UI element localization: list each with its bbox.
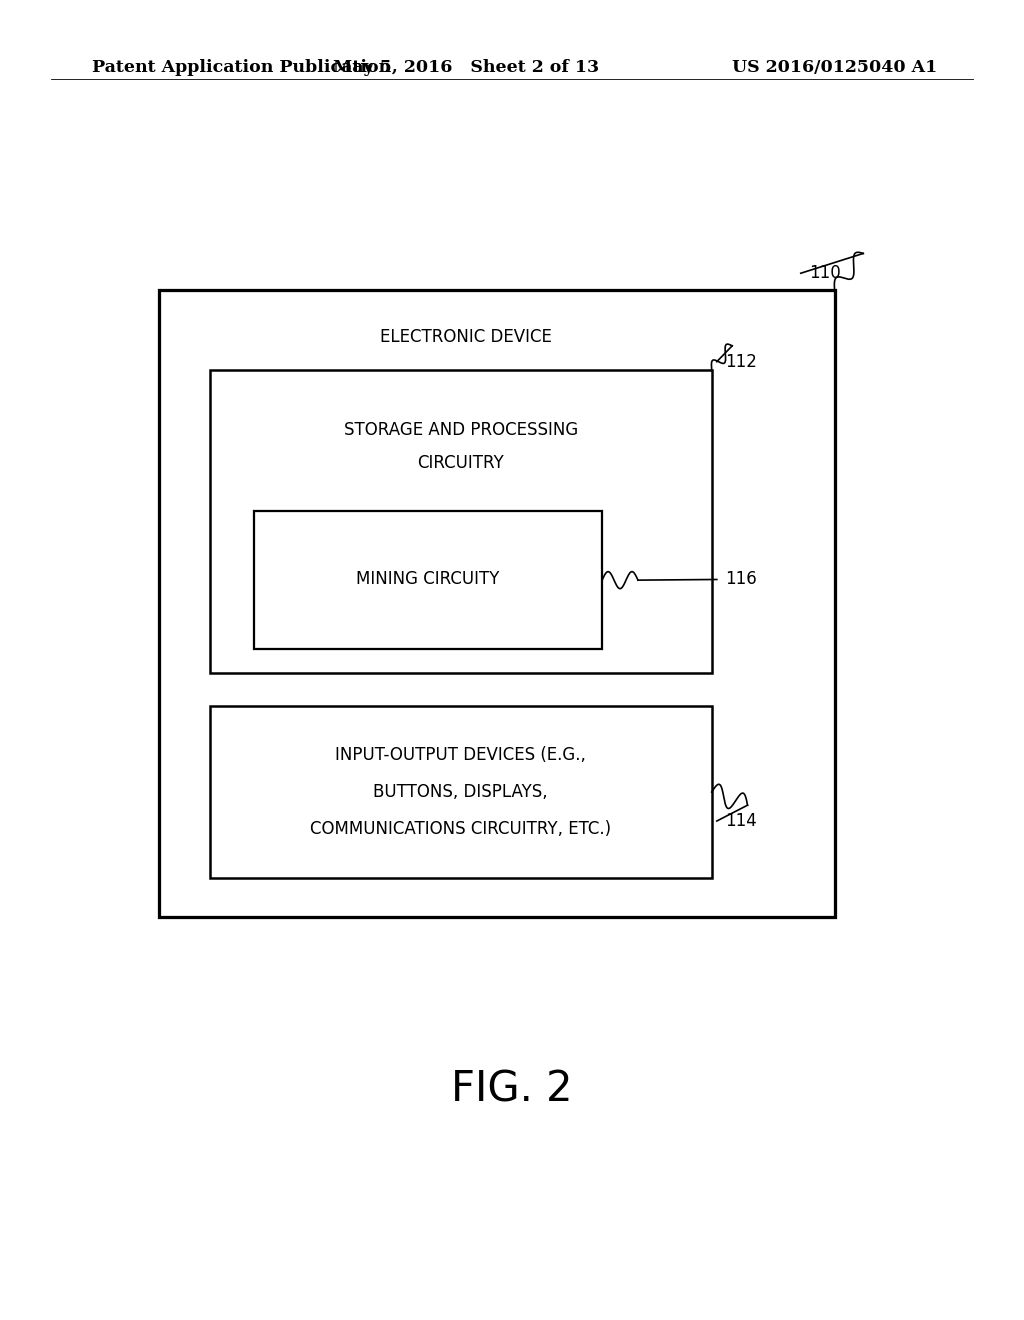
Bar	[210, 706, 712, 878]
Text: MINING CIRCUITY: MINING CIRCUITY	[356, 570, 500, 589]
Text: May 5, 2016   Sheet 2 of 13: May 5, 2016 Sheet 2 of 13	[333, 59, 599, 77]
Text: BUTTONS, DISPLAYS,: BUTTONS, DISPLAYS,	[374, 783, 548, 801]
Text: 110: 110	[809, 264, 841, 282]
Bar	[159, 290, 835, 917]
Text: Patent Application Publication: Patent Application Publication	[92, 59, 391, 77]
Text: ELECTRONIC DEVICE: ELECTRONIC DEVICE	[380, 327, 552, 346]
Text: 112: 112	[725, 352, 757, 371]
Text: STORAGE AND PROCESSING: STORAGE AND PROCESSING	[344, 421, 578, 440]
Bar	[210, 370, 712, 673]
Bar	[254, 511, 602, 649]
Text: 114: 114	[725, 812, 757, 830]
Text: COMMUNICATIONS CIRCUITRY, ETC.): COMMUNICATIONS CIRCUITRY, ETC.)	[310, 820, 611, 838]
Text: CIRCUITRY: CIRCUITRY	[418, 454, 504, 473]
Text: 116: 116	[725, 570, 757, 589]
Text: INPUT-OUTPUT DEVICES (E.G.,: INPUT-OUTPUT DEVICES (E.G.,	[336, 746, 586, 764]
Text: FIG. 2: FIG. 2	[452, 1068, 572, 1110]
Text: US 2016/0125040 A1: US 2016/0125040 A1	[732, 59, 937, 77]
